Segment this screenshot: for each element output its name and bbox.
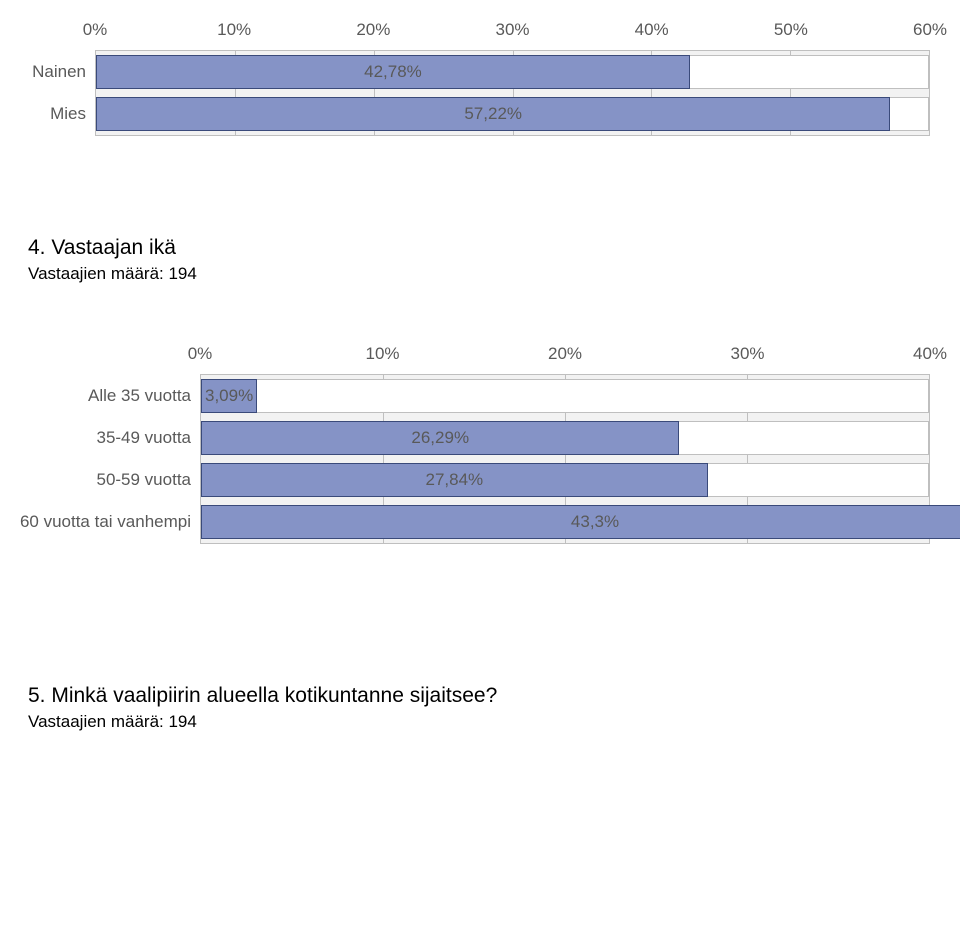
bar-row: Mies57,22% — [96, 93, 929, 135]
bar-value-label: 26,29% — [411, 428, 469, 448]
gender-chart-axis: 0%10%20%30%40%50%60% — [95, 20, 930, 44]
section-4-sub: Vastaajien määrä: 194 — [28, 264, 960, 284]
category-label: 35-49 vuotta — [96, 428, 201, 448]
axis-tick-label: 20% — [356, 20, 390, 40]
bar-row: Alle 35 vuotta3,09% — [201, 375, 929, 417]
gender-chart-plot: Nainen42,78%Mies57,22% — [95, 50, 930, 136]
gender-chart: 0%10%20%30%40%50%60% Nainen42,78%Mies57,… — [0, 0, 960, 196]
axis-tick-label: 30% — [730, 344, 764, 364]
bar-row: Nainen42,78% — [96, 51, 929, 93]
axis-tick-label: 50% — [774, 20, 808, 40]
bar-track — [201, 379, 929, 413]
axis-tick-label: 40% — [635, 20, 669, 40]
axis-tick-label: 0% — [83, 20, 108, 40]
axis-tick-label: 10% — [365, 344, 399, 364]
bar-value-label: 43,3% — [571, 512, 619, 532]
axis-tick-label: 30% — [495, 20, 529, 40]
bar-row: 35-49 vuotta26,29% — [201, 417, 929, 459]
bar-value-label: 42,78% — [364, 62, 422, 82]
category-label: 60 vuotta tai vanhempi — [20, 512, 201, 532]
bar-value-label: 27,84% — [426, 470, 484, 490]
section-5-heading: 5. Minkä vaalipiirin alueella kotikuntan… — [28, 684, 960, 708]
section-4-heading: 4. Vastaajan ikä — [28, 236, 960, 260]
axis-tick-label: 10% — [217, 20, 251, 40]
category-label: Nainen — [32, 62, 96, 82]
bar-value-label: 57,22% — [464, 104, 522, 124]
bar-row: 50-59 vuotta27,84% — [201, 459, 929, 501]
axis-tick-label: 40% — [913, 344, 947, 364]
axis-tick-label: 20% — [548, 344, 582, 364]
category-label: Alle 35 vuotta — [88, 386, 201, 406]
axis-tick-label: 60% — [913, 20, 947, 40]
age-chart: 0%10%20%30%40% Alle 35 vuotta3,09%35-49 … — [0, 324, 960, 624]
axis-tick-label: 0% — [188, 344, 213, 364]
age-chart-axis: 0%10%20%30%40% — [200, 344, 930, 368]
age-chart-plot: Alle 35 vuotta3,09%35-49 vuotta26,29%50-… — [200, 374, 930, 544]
bar-value-label: 3,09% — [205, 386, 253, 406]
category-label: Mies — [50, 104, 96, 124]
bar-row: 60 vuotta tai vanhempi43,3% — [201, 501, 929, 543]
section-5-sub: Vastaajien määrä: 194 — [28, 712, 960, 732]
category-label: 50-59 vuotta — [96, 470, 201, 490]
